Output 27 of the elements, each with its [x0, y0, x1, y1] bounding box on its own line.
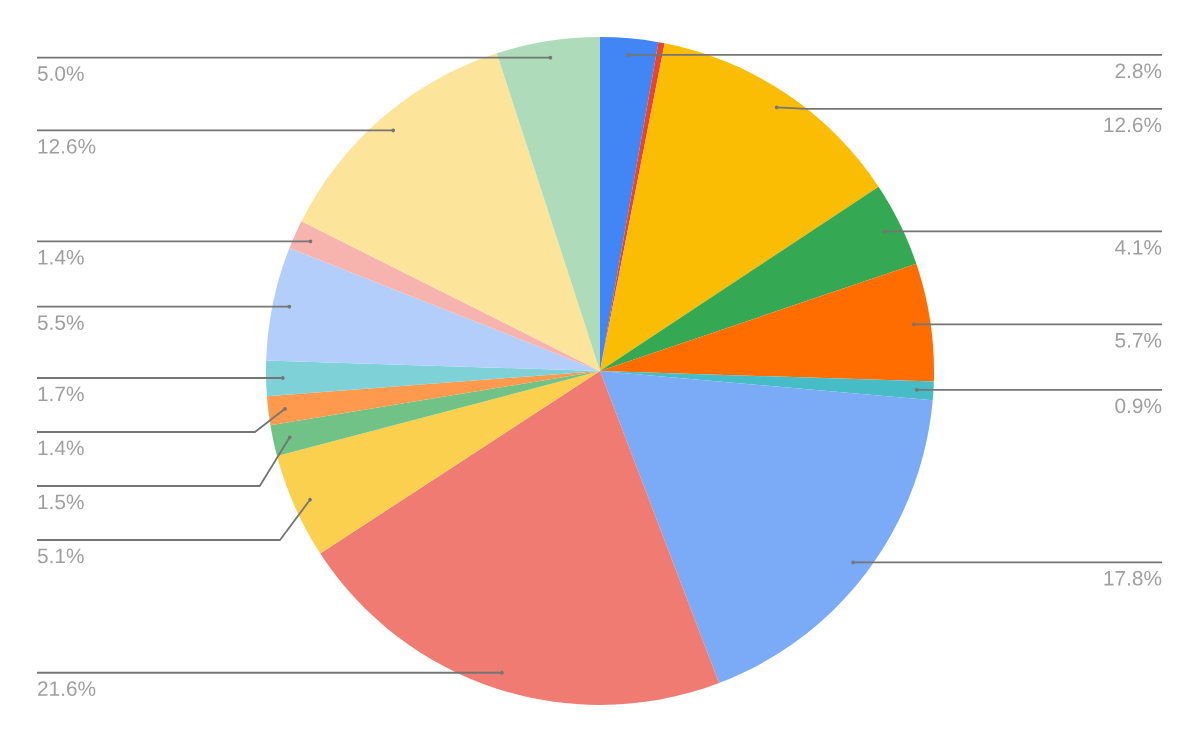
data-label: 12.6%: [1104, 117, 1162, 133]
data-label: 5.0%: [37, 66, 84, 81]
pie-slice: [600, 186, 917, 371]
pie-slice: [266, 248, 600, 371]
data-label: 5.1%: [37, 548, 84, 564]
data-label: 5.5%: [37, 315, 84, 330]
data-label: 1.7%: [38, 386, 84, 402]
pie-slice: [496, 37, 600, 371]
data-label: 1.4%: [38, 440, 84, 456]
pie-slice: [277, 371, 600, 554]
pie-slice: [600, 43, 879, 371]
data-label: 4.1%: [1114, 240, 1162, 255]
pie-slice: [270, 371, 600, 457]
pie-slice: [320, 371, 720, 705]
data-label: 12.6%: [38, 138, 96, 154]
data-label: 1.4%: [38, 249, 84, 265]
data-label: 5.7%: [1115, 332, 1162, 348]
data-label: 2.8%: [1115, 63, 1162, 79]
data-label: 0.9%: [1115, 398, 1162, 414]
pie-slice: [600, 263, 934, 382]
pie-slice: [266, 371, 600, 426]
data-label: 21.6%: [38, 681, 96, 697]
pie-slice: [600, 371, 933, 684]
data-label: 17.8%: [1104, 570, 1162, 586]
data-label: 1.5%: [38, 494, 84, 510]
pie-slice: [289, 221, 600, 371]
pie-slice: [301, 53, 600, 371]
